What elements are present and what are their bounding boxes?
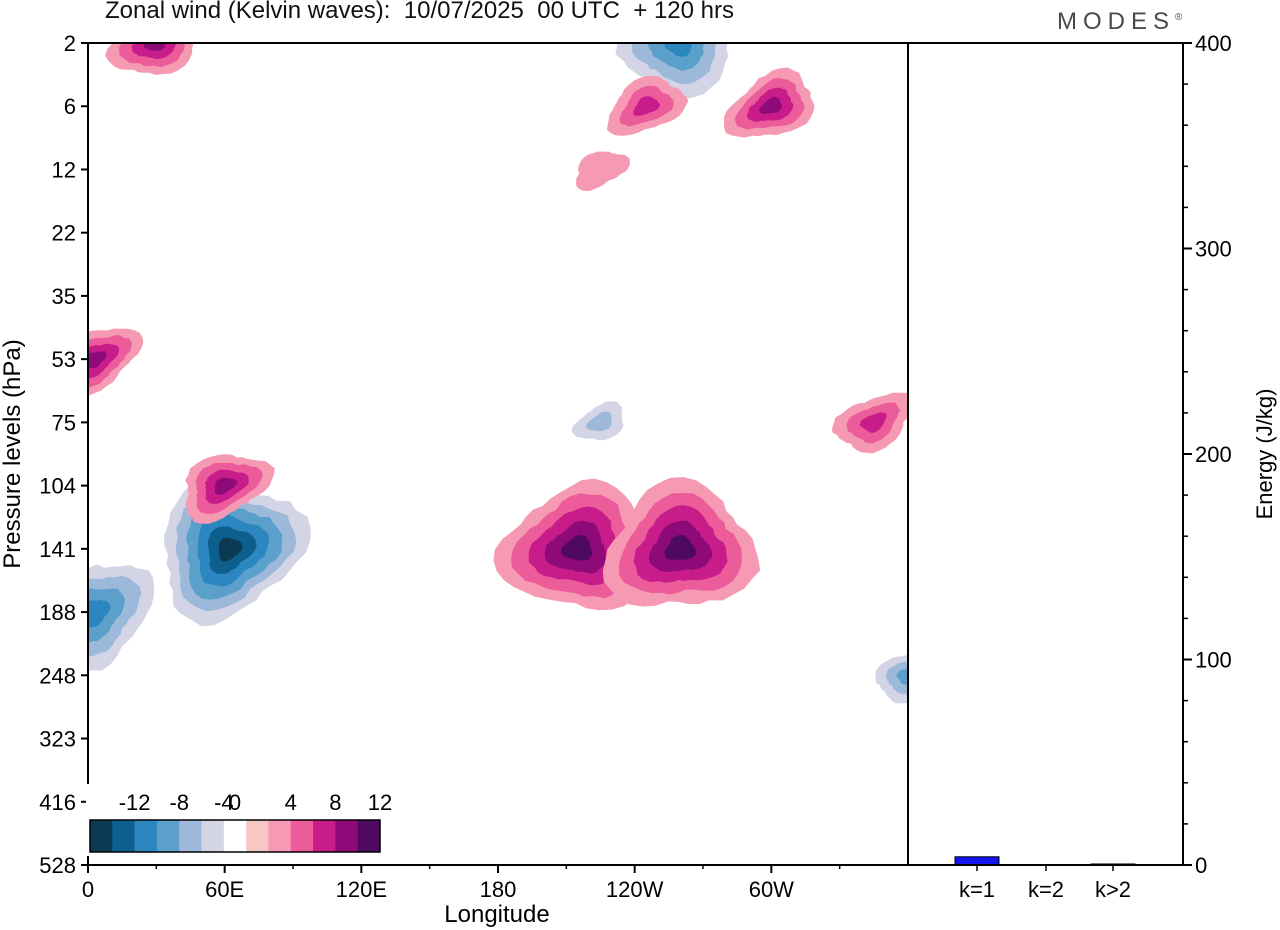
y-axis-label: Pressure levels (hPa) (0, 339, 26, 568)
energy-tick-label: 100 (1195, 648, 1232, 673)
heatmap-plot (88, 43, 908, 865)
contour-shell (143, 43, 166, 52)
contour-shell (647, 43, 706, 71)
easterly-anomaly-1 (88, 552, 174, 687)
brand-logo: MODES® (1057, 8, 1182, 36)
colorbar-swatch (313, 820, 336, 852)
colorbar-label: -8 (169, 790, 189, 815)
energy-bar (954, 856, 1000, 866)
colorbar-swatch (201, 820, 225, 852)
colorbar-border (89, 819, 381, 853)
colorbar-swatch (90, 820, 113, 852)
colorbar-label: 8 (329, 790, 341, 815)
contour-shell (214, 477, 238, 495)
colorbar-label: -12 (119, 790, 151, 815)
easterly-anomaly-3 (601, 43, 744, 114)
contour-shell (759, 96, 783, 114)
colorbar-swatch (179, 820, 202, 852)
y-tick-label: 528 (39, 853, 76, 878)
y-tick-label: 141 (39, 537, 76, 562)
contour-shell (218, 537, 243, 562)
y-tick-label: 416 (39, 790, 76, 815)
contour-shell (663, 43, 693, 57)
x-tick-label: 60W (749, 877, 794, 902)
colorbar-swatch (357, 820, 381, 852)
x-axis-label: Longitude (444, 901, 549, 928)
colorbar-label: 0 (229, 790, 241, 815)
westerly-anomaly-9 (832, 392, 908, 454)
colorbar-label: -4 (214, 790, 234, 815)
contour-shell (859, 412, 887, 433)
energy-category-label: k=1 (959, 877, 995, 902)
westerly-anomaly-13 (576, 151, 630, 191)
y-tick-label: 188 (39, 600, 76, 625)
x-tick-label: 60E (205, 877, 244, 902)
colorbar-label: 12 (368, 790, 392, 815)
contour-shell (664, 534, 697, 560)
y-tick-label: 2 (64, 31, 76, 56)
westerly-anomaly-12 (606, 75, 689, 136)
colorbar-swatch (112, 820, 135, 852)
energy-axis-label: Energy (J/kg) (1252, 389, 1277, 520)
x-tick-label: 120E (336, 877, 387, 902)
y-tick-label: 323 (39, 727, 76, 752)
contour-shell (633, 96, 661, 116)
colorbar-swatch (134, 820, 158, 852)
energy-tick-label: 200 (1195, 442, 1232, 467)
contour-shell (896, 668, 908, 685)
easterly-anomaly-2 (863, 648, 908, 714)
x-tick-label: 0 (82, 877, 94, 902)
y-tick-label: 22 (52, 221, 76, 246)
y-tick-label: 6 (64, 94, 76, 119)
colorbar-swatch (156, 820, 180, 852)
westerly-anomaly-7 (185, 454, 275, 524)
y-tick-label: 104 (39, 474, 76, 499)
westerly-anomaly-8 (88, 328, 144, 396)
contour-shell (131, 43, 176, 60)
y-tick-label: 35 (52, 284, 76, 309)
colorbar-swatch (223, 820, 247, 852)
y-tick-label: 248 (39, 663, 76, 688)
energy-bar-plot: 0 100 200 300 400 k=1 k=2 k>2 Energy (J/kg) (954, 31, 1277, 902)
y-tick-label: 12 (52, 157, 76, 182)
colorbar-swatch (246, 820, 269, 852)
westerly-anomaly-11 (724, 67, 815, 138)
colorbar-swatch (290, 820, 314, 852)
y-tick-label: 53 (52, 347, 76, 372)
y-tick-label: 75 (52, 410, 76, 435)
heatmap-background (88, 43, 908, 865)
westerly-anomaly-6 (602, 477, 761, 607)
energy-tick-label: 400 (1195, 31, 1232, 56)
x-tick-label: 120W (606, 877, 664, 902)
contour-shell (88, 351, 107, 369)
westerly-anomaly-10 (105, 43, 194, 75)
energy-tick-label: 300 (1195, 237, 1232, 262)
easterly-anomaly-4 (556, 390, 635, 449)
colorbar-swatch (335, 820, 358, 852)
chart-title: Zonal wind (Kelvin waves): 10/07/2025 00… (105, 0, 734, 24)
x-tick-label: 180 (480, 877, 517, 902)
brand-registered-mark: ® (1175, 12, 1183, 23)
contour-shell (585, 411, 612, 432)
contour-shell (885, 661, 908, 695)
energy-category-label: k=2 (1028, 877, 1064, 902)
colorbar: -12 -8 -40 4 8 12 (86, 784, 392, 856)
energy-tick-label: 0 (1195, 853, 1207, 878)
energy-category-label: k>2 (1095, 877, 1131, 902)
contour-shell (88, 599, 111, 628)
contour-shell (560, 534, 592, 561)
energy-frame (907, 42, 1184, 866)
contour-shell (119, 43, 186, 68)
brand-name: MODES (1057, 8, 1176, 35)
contour-shell (576, 151, 630, 191)
colorbar-label: 4 (285, 790, 297, 815)
colorbar-swatch (268, 820, 292, 852)
